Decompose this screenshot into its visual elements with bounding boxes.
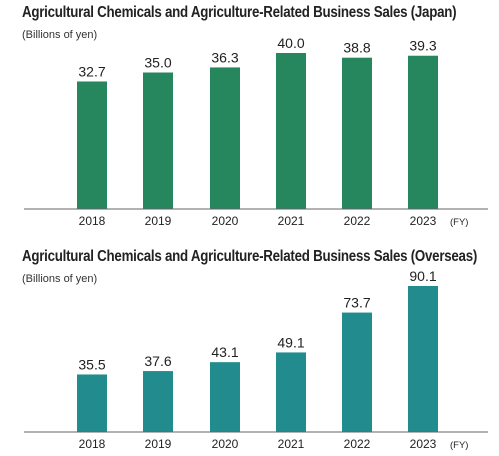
data-label: 36.3: [211, 49, 238, 65]
data-label: 90.1: [409, 268, 436, 284]
bar: [408, 55, 438, 210]
bar: [276, 352, 306, 432]
bar: [342, 57, 372, 210]
bar: [276, 53, 306, 209]
bar: [408, 286, 438, 432]
x-tick-label: 2018: [79, 214, 106, 228]
data-label: 39.3: [409, 38, 436, 54]
chart-title: Agricultural Chemicals and Agriculture-R…: [22, 4, 457, 21]
chart-overseas: Agricultural Chemicals and Agriculture-R…: [0, 244, 499, 456]
bar: [77, 374, 107, 432]
x-tick-label: 2019: [145, 214, 172, 228]
data-label: 35.5: [78, 356, 105, 372]
data-label: 37.6: [144, 353, 171, 369]
axis-unit-label: (FY): [450, 217, 468, 228]
data-label: 49.1: [277, 334, 304, 350]
x-tick-label: 2023: [410, 437, 437, 451]
chart-title: Agricultural Chemicals and Agriculture-R…: [22, 248, 478, 265]
bar-chart-japan: 32.7 2018 35.0 2019 36.3 2020 40.0 2021 38.8 2022…: [24, 35, 488, 228]
unit-label: (Billions of yen): [22, 273, 98, 285]
data-label: 43.1: [211, 344, 238, 360]
x-tick-label: 2023: [410, 214, 437, 228]
chart-japan: Agricultural Chemicals and Agriculture-R…: [22, 4, 488, 228]
unit-label: (Billions of yen): [22, 29, 98, 41]
data-label: 35.0: [144, 55, 171, 71]
x-tick-label: 2020: [212, 214, 239, 228]
bar: [210, 67, 240, 210]
x-tick-label: 2018: [79, 437, 106, 451]
x-tick-label: 2022: [344, 214, 371, 228]
bar: [77, 81, 107, 209]
bar: [143, 371, 173, 432]
data-label: 73.7: [343, 295, 370, 311]
x-tick-label: 2021: [278, 437, 305, 451]
data-label: 38.8: [343, 40, 370, 56]
bar: [210, 362, 240, 432]
bar: [342, 312, 372, 432]
x-tick-label: 2020: [212, 437, 239, 451]
bar: [143, 72, 173, 209]
axis-unit-label: (FY): [450, 440, 468, 451]
data-label: 40.0: [277, 35, 304, 51]
data-label: 32.7: [78, 63, 105, 79]
x-tick-label: 2022: [344, 437, 371, 451]
bar-chart-overseas: 35.5 2018 37.6 2019 43.1 2020 49.1 2021 73.7 2022…: [24, 268, 488, 451]
x-tick-label: 2021: [278, 214, 305, 228]
x-tick-label: 2019: [145, 437, 172, 451]
